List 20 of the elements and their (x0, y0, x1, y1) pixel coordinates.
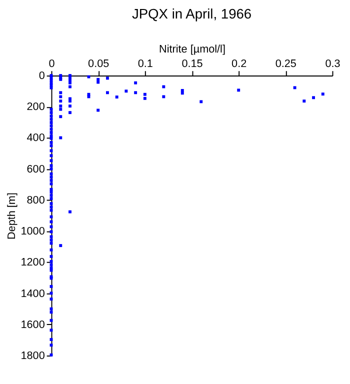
y-tick-label: 200 (26, 101, 45, 114)
y-tick-label: 0 (38, 70, 45, 82)
x-tick-label: 0.3 (325, 58, 340, 70)
chart-title: JPQX in April, 1966 (132, 6, 252, 22)
y-tick-label: 1200 (20, 256, 45, 269)
y-tick-label: 1600 (20, 318, 45, 331)
x-tick-label: 0.1 (138, 58, 153, 70)
x-tick-label: 0.15 (182, 58, 203, 70)
x-tick-label: 0 (48, 58, 55, 70)
y-axis-title: Depth [m] (6, 192, 18, 240)
y-tick-label: 1400 (20, 288, 45, 300)
y-tick-label: 1800 (20, 350, 45, 362)
y-tick-label: 800 (26, 194, 45, 206)
x-tick-label: 0.25 (275, 58, 296, 70)
x-tick-label: 0.05 (88, 58, 110, 70)
x-tick-label: 0.2 (232, 58, 247, 70)
x-axis-title: Nitrite [µmol/l] (159, 43, 226, 56)
y-tick-label: 600 (26, 163, 45, 176)
y-tick-label: 1000 (20, 226, 45, 238)
y-tick-label: 400 (26, 132, 45, 144)
